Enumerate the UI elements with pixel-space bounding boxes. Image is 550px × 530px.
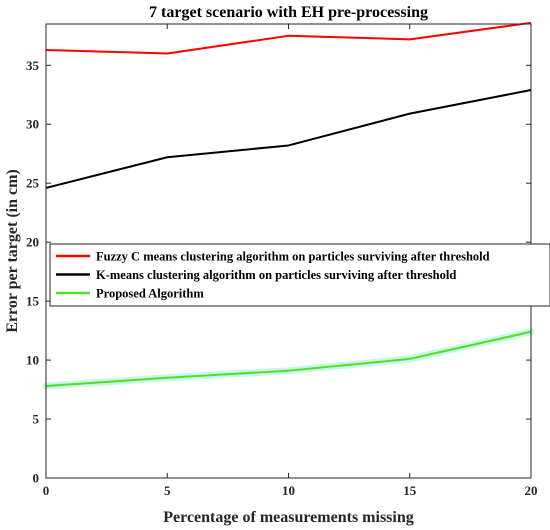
y-tick-label: 20	[26, 235, 39, 250]
y-tick-label: 30	[26, 117, 39, 132]
chart-title: 7 target scenario with EH pre-processing	[149, 4, 428, 21]
legend-label-2: Proposed Algorithm	[96, 287, 204, 301]
x-tick-label: 0	[43, 483, 50, 498]
plot-area	[42, 21, 535, 390]
axes: 0 5 10 15 20 0 5 10 15 20 25 30 35	[26, 23, 538, 498]
y-tick-label: 10	[26, 353, 39, 368]
x-tick-label: 15	[403, 483, 417, 498]
series-line-2	[45, 330, 532, 388]
legend-label-0: Fuzzy C means clustering algorithm on pa…	[96, 250, 490, 264]
y-tick-label: 15	[26, 294, 40, 309]
series-line-0	[45, 21, 532, 55]
y-tick-label: 35	[26, 58, 40, 73]
y-tick-label: 0	[33, 471, 40, 486]
y-tick-label: 5	[33, 412, 40, 427]
legend-label-1: K-means clustering algorithm on particle…	[96, 268, 456, 282]
y-axis-title: Error per target (in cm)	[4, 169, 21, 333]
x-tick-label: 5	[164, 483, 171, 498]
y-tick-label: 25	[26, 176, 40, 191]
x-axis-title: Percentage of measurements missing	[163, 509, 413, 526]
legend: Fuzzy C means clustering algorithm on pa…	[49, 243, 550, 307]
legend-box	[49, 243, 550, 307]
x-tick-label: 20	[525, 483, 538, 498]
series-line-1	[45, 89, 532, 189]
x-tick-label: 10	[282, 483, 295, 498]
